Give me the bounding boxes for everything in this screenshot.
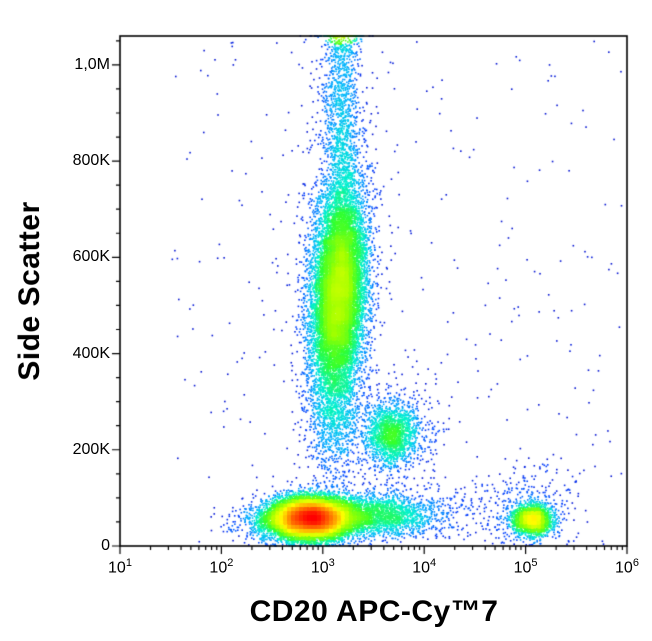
x-tick-label: 104 <box>412 557 437 577</box>
x-tick-label: 103 <box>310 557 335 577</box>
x-axis-title: CD20 APC-Cy™7 <box>249 595 499 628</box>
y-tick-label: 800K <box>72 152 110 170</box>
x-tick-label: 101 <box>108 557 132 577</box>
x-tick-label: 102 <box>209 557 234 577</box>
x-tick-label: 106 <box>615 557 639 577</box>
y-tick-label: 600K <box>72 248 110 266</box>
y-tick-label: 0 <box>101 537 110 554</box>
y-tick-label: 400K <box>72 344 110 362</box>
y-tick-label: 200K <box>72 440 110 458</box>
x-tick-label: 105 <box>513 557 538 577</box>
y-tick-label: 1,0M <box>74 55 110 73</box>
